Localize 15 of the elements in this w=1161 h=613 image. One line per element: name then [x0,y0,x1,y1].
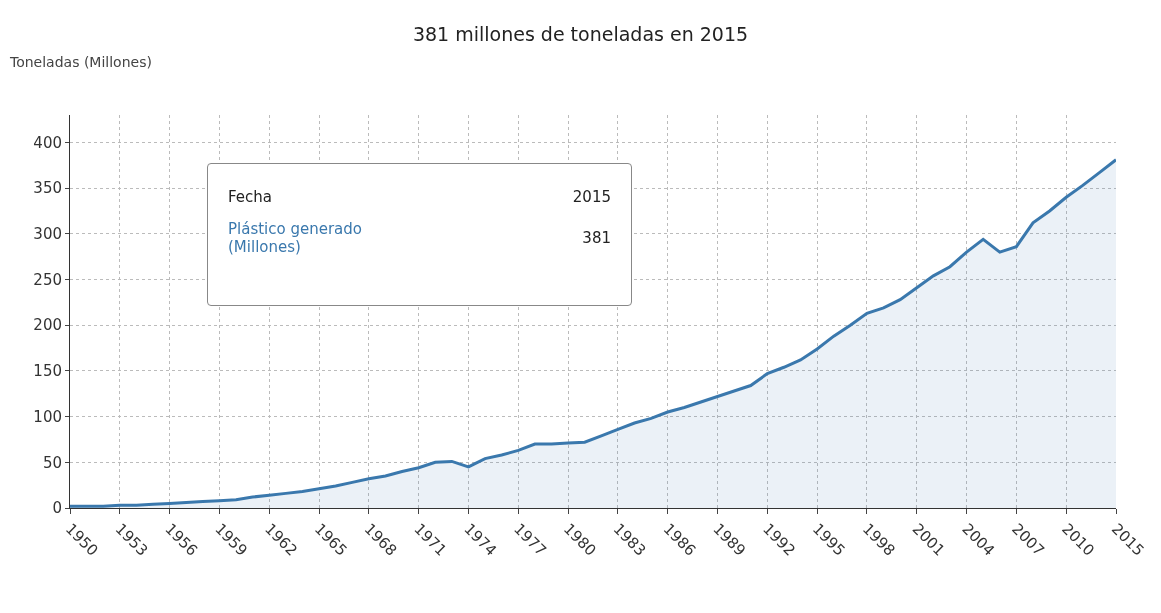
annotation: 2015 [572,188,611,206]
y-axis-title: Toneladas (Millones) [9,54,152,70]
y-tick-label: 150 [33,362,62,381]
tooltip-panel: Fecha 2015 Plástico generado (Millones) 381 [207,163,632,306]
y-tick-label: 250 [33,270,62,289]
y-tick-label: 0 [52,499,62,518]
y-tick-label: 200 [33,316,62,335]
y-tick-label: 100 [33,407,62,426]
y-tick-label: 400 [33,133,62,152]
y-tick-label: 300 [33,225,62,244]
y-tick-label: 350 [33,179,62,198]
y-tick-label: 50 [42,453,62,472]
annotation: Fecha [228,188,272,206]
chart-title: 381 millones de toneladas en 2015 [412,22,749,45]
annotation: 381 [582,229,611,247]
